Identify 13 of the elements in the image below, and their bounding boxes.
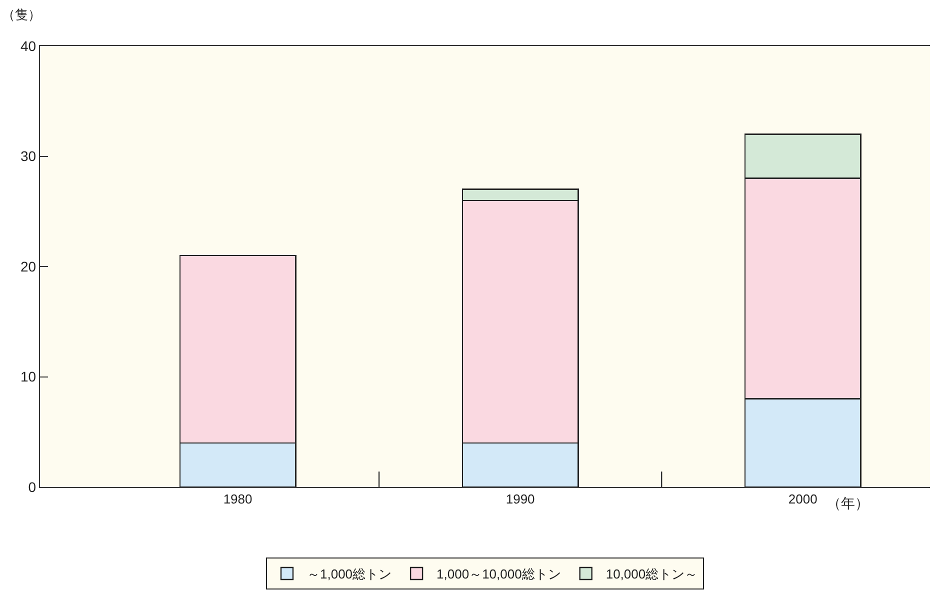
y-tick-label: 30 xyxy=(20,148,36,164)
x-tick-label: 1980 xyxy=(223,492,252,507)
x-tick-label: 2000 xyxy=(788,492,818,507)
y-axis-title: （隻） xyxy=(2,7,41,22)
x-tick-label: 1990 xyxy=(506,492,535,507)
legend-label: 1,000～10,000総トン xyxy=(436,566,561,582)
legend-label: 10,000総トン～ xyxy=(606,566,698,582)
y-tick-label: 10 xyxy=(20,368,36,385)
legend-label: ～1,000総トン xyxy=(307,566,392,582)
y-tick-label: 40 xyxy=(20,38,36,54)
x-axis-title: （年） xyxy=(827,495,869,511)
y-tick-label: 20 xyxy=(20,258,36,274)
y-tick-label: 0 xyxy=(28,478,36,495)
